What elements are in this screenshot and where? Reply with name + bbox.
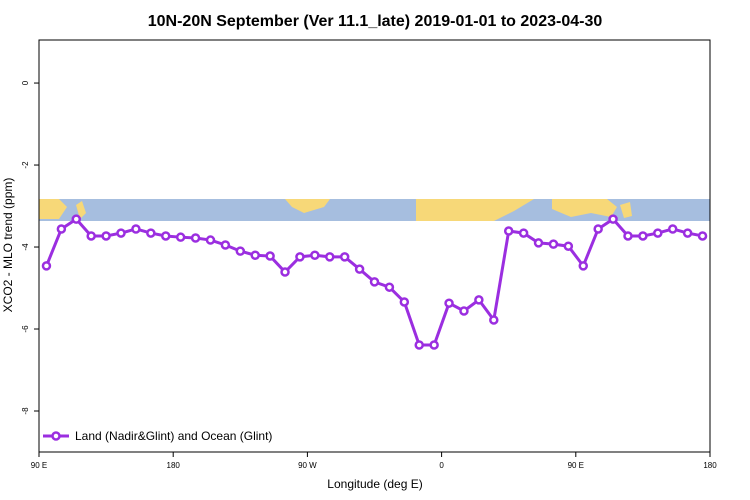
point [146,228,156,238]
point [354,264,365,274]
point [339,252,350,262]
point [399,297,410,307]
point [667,224,678,234]
point [205,235,216,245]
point [41,261,52,271]
x-tick-label: 90 E [31,461,47,470]
point [548,239,559,249]
map-ocean [39,199,710,221]
point [131,224,141,234]
point [444,298,454,308]
y-tick-label: 0 [21,80,30,85]
point [295,252,305,262]
point [518,228,529,238]
x-tick-label: 180 [167,461,181,470]
point [533,238,544,248]
point [414,340,424,350]
point [697,231,708,241]
x-axis-label: Longitude (deg E) [327,477,422,491]
point [235,246,246,256]
point [474,295,484,305]
point [429,340,439,350]
x-tick-label: 0 [439,461,444,470]
x-tick-label: 90 W [298,461,317,470]
x-tick-label: 90 E [568,461,584,470]
y-tick-label: -8 [21,407,30,415]
point [459,306,469,316]
point [578,261,589,271]
point [265,251,275,261]
y-axis-label: XCO2 - MLO trend (ppm) [1,178,15,313]
point [489,315,499,325]
point [384,282,395,292]
point [623,231,633,241]
point [220,240,231,250]
point [593,224,603,234]
point [325,252,335,262]
point [101,231,111,241]
y-tick-label: -6 [21,325,30,333]
point [563,241,574,251]
point [86,231,96,241]
map-strip [39,199,710,221]
point [160,231,171,241]
plot-frame [38,39,711,453]
point [190,233,201,243]
legend-label: Land (Nadir&Glint) and Ocean (Glint) [75,429,272,443]
point [175,232,186,242]
point [250,250,260,260]
map-land [39,199,632,221]
point [503,226,514,236]
point [116,228,126,238]
point [310,250,320,260]
point [608,214,618,224]
chart-title: 10N-20N September (Ver 11.1_late) 2019-0… [148,13,603,30]
point [56,224,67,234]
point [369,277,380,287]
point [638,231,648,241]
y-tick-label: -4 [21,243,30,251]
point [653,228,663,238]
legend-marker [51,431,61,441]
point [682,228,693,238]
point [71,214,82,224]
point [280,267,290,277]
x-tick-label: 180 [703,461,717,470]
y-tick-label: -2 [21,161,30,169]
